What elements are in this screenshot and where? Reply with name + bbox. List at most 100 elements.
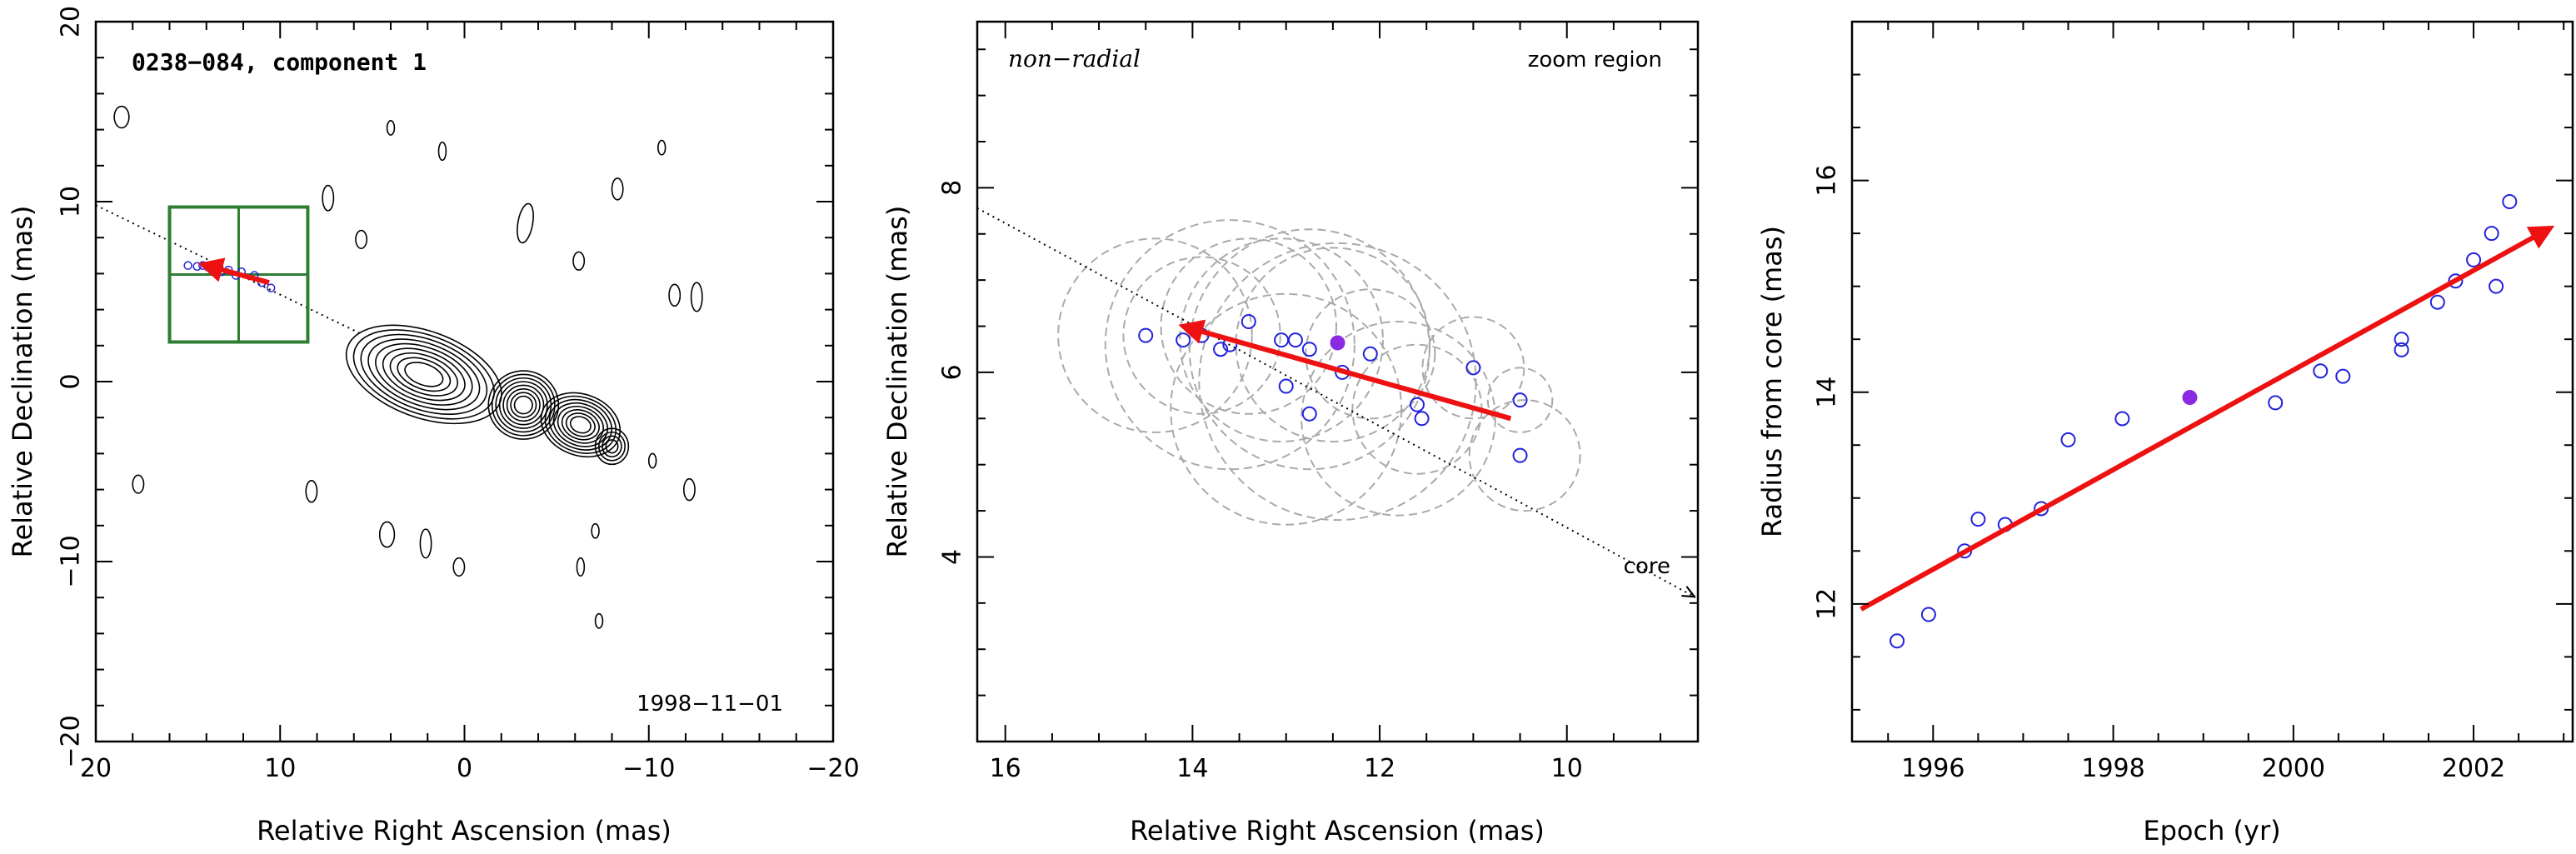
contour-line xyxy=(487,370,560,440)
data-point xyxy=(1241,314,1256,329)
data-point xyxy=(1213,342,1229,357)
contour-line xyxy=(598,431,626,462)
size-circle xyxy=(1104,219,1355,471)
data-point xyxy=(1362,346,1378,362)
tick-marks xyxy=(1852,21,2573,742)
x-axis-label: Epoch (yr) xyxy=(2143,815,2280,847)
data-point xyxy=(2335,368,2351,384)
contour-line xyxy=(569,416,592,434)
y-tick-label: 4 xyxy=(938,549,967,565)
contour-line xyxy=(382,347,466,402)
panel2-title: non−radial xyxy=(1008,45,1141,72)
size-circle xyxy=(1122,256,1281,415)
y-tick-labels: 4 6 8 xyxy=(938,180,967,565)
y-tick-label: −20 xyxy=(57,715,86,767)
contour-line xyxy=(113,105,130,129)
data-point xyxy=(1301,406,1317,422)
y-axis-label: Relative Declination (mas) xyxy=(881,206,913,558)
contour-line xyxy=(397,357,452,392)
data-point xyxy=(1465,360,1481,376)
contour-line xyxy=(322,184,335,212)
data-point xyxy=(1278,378,1294,394)
x-tick-label: 10 xyxy=(1551,754,1583,783)
contour-line xyxy=(513,395,533,415)
size-circle xyxy=(1351,343,1483,475)
fit-arrow xyxy=(1860,225,2555,612)
size-circle xyxy=(1179,237,1384,442)
contour-line xyxy=(132,474,145,494)
contour-line xyxy=(389,352,459,397)
panel1-title: 0238−084, component 1 xyxy=(132,48,427,76)
contour-line xyxy=(378,521,396,548)
x-axis-label: Relative Right Ascension (mas) xyxy=(257,815,671,847)
contour-line xyxy=(605,439,619,454)
y-tick-labels: 12 14 16 xyxy=(1813,164,1842,619)
data-point xyxy=(2466,252,2482,267)
contour-line xyxy=(437,141,447,162)
contour-line xyxy=(452,557,466,577)
y-tick-label: 12 xyxy=(1813,588,1842,620)
contour-line xyxy=(647,452,657,469)
x-tick-label: 12 xyxy=(1364,754,1395,783)
data-point xyxy=(2502,194,2518,209)
data-point xyxy=(1274,332,1290,348)
y-tick-label: 20 xyxy=(57,6,86,37)
contour-line xyxy=(345,324,502,425)
contour-line xyxy=(611,177,624,201)
panel-zoom-region: 16 14 12 10 4 6 8 non−radial zoom region core… xyxy=(881,20,1700,847)
contour-line xyxy=(594,427,630,466)
data-point xyxy=(1970,512,1986,527)
contour-line xyxy=(668,283,681,307)
contour-line xyxy=(690,282,703,312)
data-point xyxy=(266,283,276,292)
x-tick-labels: 16 14 12 10 xyxy=(990,754,1583,783)
contour-line xyxy=(404,362,444,387)
x-tick-labels: 1996 1998 2000 2002 xyxy=(1901,754,2505,783)
contour-line xyxy=(419,528,432,559)
y-tick-label: 0 xyxy=(57,373,86,389)
data-point xyxy=(2448,273,2464,289)
data-point xyxy=(1176,332,1191,348)
panel3-frame xyxy=(1850,20,2574,743)
contour-line xyxy=(572,251,586,271)
panel-contour-map: 20 10 0 −10 −20 −20 −10 0 10 20 0238−084, compon… xyxy=(7,6,860,847)
contour-line xyxy=(602,435,622,457)
x-tick-label: 14 xyxy=(1176,754,1208,783)
data-point xyxy=(2429,294,2445,310)
highlighted-point xyxy=(2182,390,2198,406)
panel-radius-vs-epoch: 1996 1998 2000 2002 12 14 16 Epoch (yr) Radiu… xyxy=(1756,20,2574,847)
data-point xyxy=(1512,392,1528,408)
y-tick-label: 16 xyxy=(1813,164,1842,196)
x-tick-label: 0 xyxy=(457,754,472,783)
x-tick-label: 1996 xyxy=(1901,754,1964,783)
size-circle xyxy=(1421,316,1525,420)
y-tick-label: 8 xyxy=(938,180,967,196)
data-point xyxy=(2114,411,2130,427)
contour-line xyxy=(305,479,318,503)
contour-line xyxy=(495,377,552,433)
data-point xyxy=(1920,607,1936,622)
data-point xyxy=(1409,397,1425,412)
x-tick-label: −10 xyxy=(622,754,675,783)
contour-line xyxy=(565,412,596,437)
contour-line xyxy=(375,342,473,406)
contour-line xyxy=(360,333,488,416)
y-tick-label: −10 xyxy=(57,535,86,587)
contour-line xyxy=(557,406,604,444)
data-point xyxy=(2394,342,2409,357)
data-point xyxy=(1890,633,1905,649)
contour-line xyxy=(544,395,617,454)
x-tick-label: 2002 xyxy=(2442,754,2505,783)
x-tick-label: −20 xyxy=(806,754,859,783)
y-axis-label: Radius from core (mas) xyxy=(1756,226,1788,537)
motion-arrow xyxy=(1178,319,1512,422)
size-circle xyxy=(1468,399,1581,512)
contour-line xyxy=(506,388,541,422)
data-point xyxy=(1301,342,1317,357)
y-tick-label: 10 xyxy=(57,186,86,217)
size-circle xyxy=(1057,237,1253,433)
contour-line xyxy=(498,381,548,429)
size-circle xyxy=(1300,321,1496,517)
contour-line xyxy=(561,409,600,441)
x-tick-labels: 20 10 0 −10 −20 xyxy=(80,754,860,783)
